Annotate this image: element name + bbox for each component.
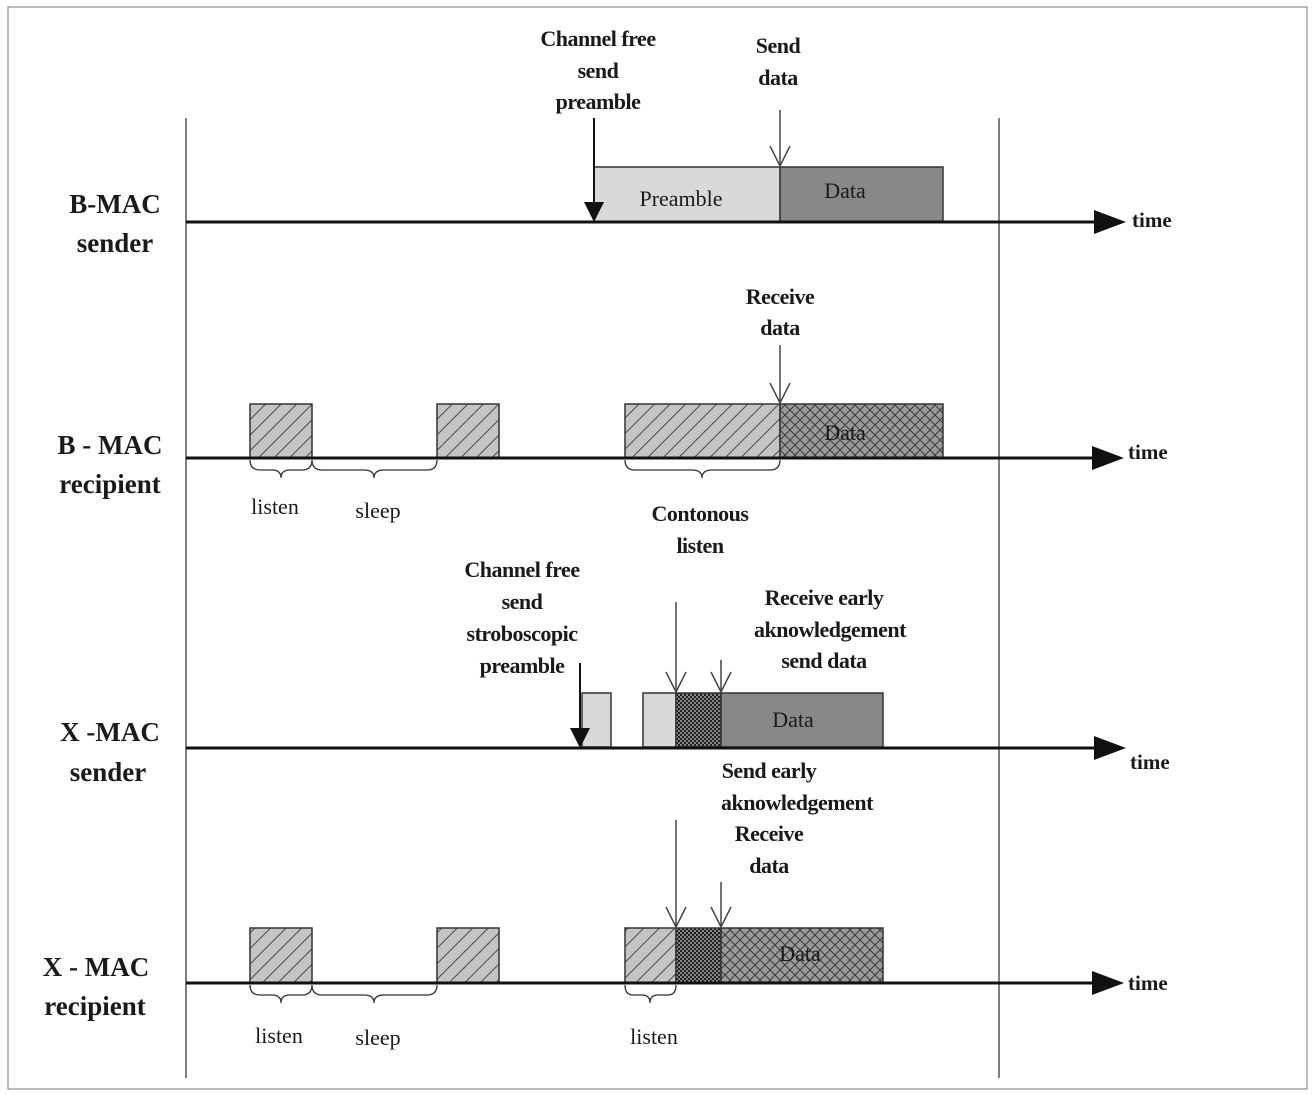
xmac-recipient-label-1: X - MAC bbox=[43, 952, 149, 982]
channel-free-annotation-3: preamble bbox=[556, 89, 642, 114]
x-send-early-annotation-2: aknowledgement bbox=[721, 790, 874, 815]
bmac-sender-label-1: B-MAC bbox=[69, 189, 160, 219]
bmac-recipient-time-arrowhead bbox=[1092, 446, 1124, 470]
preamble-block bbox=[593, 166, 781, 223]
continuous-listen-annotation-1: Contonous bbox=[652, 501, 750, 526]
bmac-recipient-label-1: B - MAC bbox=[58, 430, 163, 460]
xmac-sender-time-arrowhead bbox=[1094, 736, 1126, 760]
xmac-sender-time-label: time bbox=[1130, 750, 1170, 774]
channel-free-arrowhead bbox=[584, 202, 604, 222]
x-send-ack-arrowhead bbox=[665, 906, 687, 929]
x-receive-early-annotation-1: Receive early bbox=[765, 585, 884, 610]
xmac-data-block-label: Data bbox=[772, 707, 814, 732]
outer-border bbox=[7, 6, 1308, 1090]
bmac-sender-label-2: sender bbox=[77, 228, 154, 258]
listen-window bbox=[624, 927, 677, 984]
listen-label: listen bbox=[251, 494, 299, 519]
send-data-arrowhead bbox=[769, 145, 791, 168]
received-data-block bbox=[720, 927, 884, 984]
xmac-recipient-row: X - MAC recipient Data time listen sleep… bbox=[43, 758, 1168, 1050]
x-channel-free-annotation-2: send bbox=[502, 589, 543, 614]
bmac-sender-time-label: time bbox=[1132, 208, 1172, 232]
bmac-recipient-row: B - MAC recipient Data time listen sleep… bbox=[58, 284, 1168, 558]
listen-window bbox=[436, 927, 500, 984]
xmac-recipient-time-label: time bbox=[1128, 971, 1168, 995]
x-send-early-annotation-3: Receive bbox=[735, 821, 804, 846]
xmac-recipient-label-2: recipient bbox=[44, 991, 145, 1021]
x-send-early-annotation-4: data bbox=[749, 853, 789, 878]
listen-brace bbox=[249, 984, 313, 1004]
received-data-label: Data bbox=[824, 420, 866, 445]
x-send-data-arrowhead bbox=[710, 671, 732, 694]
send-data-annotation-1: Send bbox=[756, 33, 801, 58]
sleep-brace bbox=[311, 459, 438, 479]
xmac-sender-label-2: sender bbox=[70, 757, 147, 787]
data-block-label: Data bbox=[824, 178, 866, 203]
sleep-label: sleep bbox=[355, 1025, 400, 1050]
xmac-data-block bbox=[720, 692, 884, 748]
continuous-listen-brace bbox=[624, 459, 781, 479]
bmac-recipient-time-label: time bbox=[1128, 440, 1168, 464]
early-ack-window bbox=[675, 692, 722, 748]
x-receive-early-annotation-2: aknowledgement bbox=[754, 617, 907, 642]
bmac-sender-row: B-MAC sender Preamble Data time Channel … bbox=[69, 26, 1171, 258]
sleep-brace bbox=[311, 984, 438, 1004]
continuous-listen-annotation-2: listen bbox=[676, 533, 723, 558]
xmac-sender-row: X -MAC sender Data time Channel free sen… bbox=[60, 557, 1170, 787]
strobe-preamble-block bbox=[581, 692, 612, 748]
x-ack-arrowhead bbox=[665, 671, 687, 694]
xmac-sender-label-1: X -MAC bbox=[60, 717, 160, 747]
channel-free-annotation-2: send bbox=[578, 58, 619, 83]
x-received-data-label: Data bbox=[779, 941, 821, 966]
received-data-block bbox=[779, 403, 944, 459]
send-data-annotation-2: data bbox=[758, 65, 798, 90]
receive-data-arrowhead bbox=[769, 382, 791, 405]
early-ack-window bbox=[675, 927, 722, 984]
listen-label: listen bbox=[630, 1024, 678, 1049]
listen-window bbox=[436, 403, 500, 459]
listen-brace bbox=[249, 459, 313, 479]
channel-free-annotation-1: Channel free bbox=[540, 26, 656, 51]
x-receive-early-annotation-3: send data bbox=[781, 648, 867, 673]
continuous-listen-block bbox=[624, 403, 781, 459]
bmac-sender-time-arrowhead bbox=[1094, 210, 1126, 234]
listen-brace bbox=[624, 984, 677, 1004]
data-block bbox=[779, 166, 944, 223]
xmac-recipient-time-arrowhead bbox=[1092, 971, 1124, 995]
listen-label: listen bbox=[255, 1023, 303, 1048]
x-channel-free-arrowhead bbox=[570, 728, 590, 748]
x-receive-data-arrowhead bbox=[710, 906, 732, 929]
listen-window bbox=[249, 927, 313, 984]
sleep-label: sleep bbox=[355, 498, 400, 523]
bmac-recipient-label-2: recipient bbox=[59, 469, 160, 499]
strobe-preamble-block bbox=[642, 692, 677, 748]
x-channel-free-annotation-3: stroboscopic bbox=[467, 621, 579, 646]
receive-data-annotation-2: data bbox=[760, 315, 800, 340]
x-channel-free-annotation-1: Channel free bbox=[464, 557, 580, 582]
listen-window bbox=[249, 403, 313, 459]
preamble-block-label: Preamble bbox=[639, 186, 722, 211]
x-send-early-annotation-1: Send early bbox=[722, 758, 817, 783]
x-channel-free-annotation-4: preamble bbox=[480, 653, 566, 678]
receive-data-annotation-1: Receive bbox=[746, 284, 815, 309]
